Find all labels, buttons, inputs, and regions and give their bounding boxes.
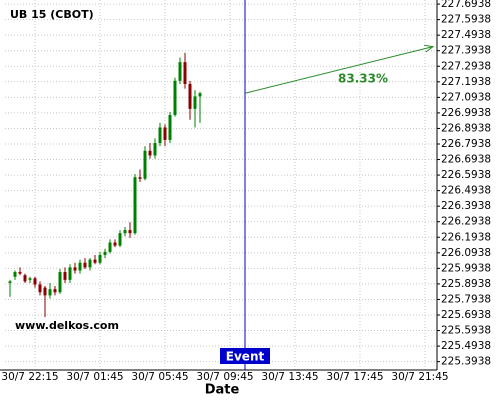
candle-body — [43, 287, 47, 296]
x-tick-label: 30/7 01:45 — [66, 371, 123, 383]
candle-body — [78, 262, 82, 271]
candle-body — [8, 281, 12, 283]
event-label: Event — [226, 350, 265, 364]
y-tick-label: 227.4938 — [441, 29, 491, 41]
chart-title: UB 15 (CBOT) — [10, 8, 94, 21]
candle-body — [53, 289, 57, 293]
arrow-head — [424, 44, 435, 53]
candle-body — [183, 62, 187, 84]
event-box — [220, 348, 270, 364]
candle-body — [108, 242, 112, 252]
y-tick-label: 225.4938 — [441, 340, 491, 352]
y-tick-label: 226.3938 — [441, 200, 491, 212]
y-tick-label: 225.7938 — [441, 293, 491, 305]
x-tick-label: 30/7 13:45 — [261, 371, 318, 383]
grid — [5, 0, 437, 370]
candle-body — [28, 278, 32, 280]
candle-body — [18, 272, 22, 274]
y-tick-label: 225.5938 — [441, 325, 491, 337]
candle-body — [93, 259, 97, 263]
y-tick-label: 226.4938 — [441, 185, 491, 197]
candle-body — [133, 177, 137, 234]
candle-body — [168, 115, 172, 140]
candle-body — [68, 267, 72, 280]
y-tick-label: 227.2938 — [441, 60, 491, 72]
candle-body — [163, 127, 167, 140]
candle-body — [88, 259, 92, 268]
y-tick-label: 227.6938 — [441, 0, 491, 10]
y-tick-label: 226.6938 — [441, 154, 491, 166]
candle-body — [23, 275, 27, 282]
watermark: www.delkos.com — [15, 319, 119, 332]
y-tick-label: 226.1938 — [441, 231, 491, 243]
candle-body — [198, 93, 202, 97]
candle-body — [118, 233, 122, 246]
y-tick-label: 225.9938 — [441, 262, 491, 274]
candle-body — [13, 272, 17, 277]
y-tick-label: 227.5938 — [441, 14, 491, 26]
candle-body — [58, 272, 62, 293]
candle-body — [63, 272, 67, 280]
candle-body — [188, 83, 192, 109]
y-tick-label: 227.1938 — [441, 76, 491, 88]
candle-body — [98, 254, 102, 263]
x-tick-label: 30/7 05:45 — [131, 371, 188, 383]
candle-body — [103, 251, 107, 255]
candle-body — [178, 62, 182, 81]
candle-body — [73, 267, 77, 271]
candle-body — [113, 242, 117, 246]
candle-body — [123, 230, 127, 234]
x-tick-label: 30/7 09:45 — [196, 371, 253, 383]
candle-body — [143, 150, 147, 179]
y-tick-label: 225.3938 — [441, 356, 491, 368]
y-tick-label: 226.2938 — [441, 216, 491, 228]
x-tick-label: 30/7 22:15 — [1, 371, 58, 383]
arrow-label: 83.33% — [338, 71, 388, 85]
x-tick-label: 30/7 17:45 — [326, 371, 383, 383]
candle-body — [33, 278, 37, 285]
candle-body — [128, 230, 132, 234]
candle-body — [48, 289, 52, 296]
candle-body — [148, 150, 152, 156]
y-tick-label: 226.0938 — [441, 247, 491, 259]
projection-arrow — [244, 46, 434, 94]
x-tick-label: 30/7 21:45 — [391, 371, 448, 383]
candle-body — [193, 96, 197, 109]
candle-body — [83, 262, 87, 268]
candle-body — [138, 177, 142, 179]
y-tick-label: 225.8938 — [441, 278, 491, 290]
candle-body — [38, 284, 42, 293]
y-tick-label: 226.7938 — [441, 138, 491, 150]
x-axis-label: Date — [205, 383, 240, 398]
y-tick-label: 226.8938 — [441, 122, 491, 134]
y-tick-label: 225.6938 — [441, 309, 491, 321]
y-tick-label: 227.0938 — [441, 91, 491, 103]
candle-body — [158, 127, 162, 144]
candle-body — [153, 143, 157, 156]
y-tick-label: 227.3938 — [441, 45, 491, 57]
y-tick-label: 226.5938 — [441, 169, 491, 181]
y-tick-label: 226.9938 — [441, 107, 491, 119]
candle-body — [173, 80, 177, 116]
